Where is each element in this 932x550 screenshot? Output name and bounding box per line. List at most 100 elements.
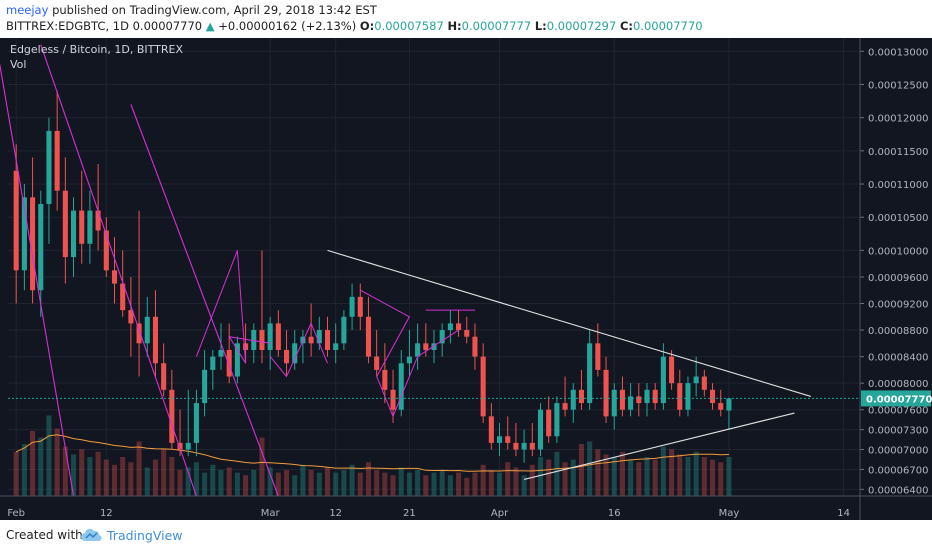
candle-body[interactable]: [718, 403, 724, 410]
candle-body[interactable]: [275, 323, 281, 350]
candle-body[interactable]: [95, 210, 101, 231]
candle-body[interactable]: [398, 363, 404, 410]
candle-body[interactable]: [152, 316, 159, 364]
candle-body[interactable]: [603, 369, 609, 417]
candle-body[interactable]: [480, 356, 486, 417]
candle-body[interactable]: [62, 190, 68, 258]
candle-body[interactable]: [578, 389, 585, 404]
white-trendline[interactable]: [523, 412, 795, 480]
candle-body[interactable]: [390, 389, 396, 410]
candle-body[interactable]: [677, 383, 683, 410]
candle-body[interactable]: [415, 343, 421, 357]
candle-body[interactable]: [87, 210, 93, 244]
candle-body[interactable]: [488, 416, 494, 443]
candle-body[interactable]: [316, 330, 322, 344]
magenta-trendline[interactable]: [0, 64, 75, 497]
candle-body[interactable]: [693, 376, 699, 384]
candle-body[interactable]: [636, 396, 642, 404]
candle-body[interactable]: [349, 296, 355, 317]
candle-body[interactable]: [726, 398, 732, 411]
candle-body[interactable]: [406, 356, 412, 364]
candle-body[interactable]: [464, 330, 470, 337]
candle-body[interactable]: [30, 197, 36, 291]
candle-body[interactable]: [234, 343, 240, 377]
candle-body[interactable]: [554, 403, 560, 437]
candle-body[interactable]: [562, 403, 568, 410]
candle-body[interactable]: [365, 316, 372, 357]
magenta-trendline[interactable]: [40, 44, 197, 497]
candle-body[interactable]: [546, 409, 552, 437]
candle-body[interactable]: [341, 316, 347, 344]
white-trendline[interactable]: [327, 249, 812, 397]
candle-body[interactable]: [644, 389, 650, 404]
candle-body[interactable]: [652, 389, 658, 404]
volume-bar: [660, 446, 666, 496]
pattern-drawing[interactable]: [269, 322, 328, 378]
candle-body[interactable]: [374, 356, 380, 370]
candle-body[interactable]: [243, 343, 249, 350]
author-link[interactable]: meejay: [6, 3, 49, 17]
candle-body[interactable]: [709, 389, 716, 404]
candle-body[interactable]: [423, 343, 429, 350]
candle-body[interactable]: [111, 270, 118, 284]
candle-body[interactable]: [472, 336, 478, 357]
candle-body[interactable]: [447, 323, 453, 331]
candle-body[interactable]: [70, 210, 77, 258]
candle-body[interactable]: [701, 376, 707, 390]
pattern-drawing[interactable]: [360, 289, 459, 418]
candle-body[interactable]: [324, 330, 331, 350]
candle-body[interactable]: [54, 130, 60, 191]
candle-body[interactable]: [177, 442, 183, 450]
candle-body[interactable]: [619, 389, 625, 410]
candle-body[interactable]: [13, 170, 19, 271]
candle-body[interactable]: [226, 349, 232, 377]
candle-body[interactable]: [267, 323, 273, 350]
candle-body[interactable]: [128, 310, 134, 324]
candle-body[interactable]: [587, 343, 593, 404]
candle-body[interactable]: [439, 330, 445, 344]
candle-body[interactable]: [308, 336, 314, 344]
candle-body[interactable]: [120, 283, 126, 311]
candle-body[interactable]: [136, 323, 142, 344]
candle-body[interactable]: [521, 442, 527, 450]
tradingview-brand[interactable]: TradingView: [80, 525, 183, 545]
candle-body[interactable]: [38, 203, 44, 291]
candle-body[interactable]: [144, 316, 150, 344]
candle-body[interactable]: [21, 197, 27, 271]
candle-body[interactable]: [431, 343, 437, 350]
candle-body[interactable]: [357, 296, 363, 317]
candle-body[interactable]: [218, 349, 224, 357]
candle-body[interactable]: [292, 343, 298, 364]
candle-body[interactable]: [669, 356, 675, 384]
candle-body[interactable]: [79, 210, 85, 244]
candle-body[interactable]: [529, 442, 535, 450]
candle-body[interactable]: [570, 389, 576, 410]
candle-body[interactable]: [169, 389, 175, 443]
candle-body[interactable]: [103, 230, 109, 271]
magenta-trendline[interactable]: [130, 104, 279, 497]
candle-body[interactable]: [210, 356, 216, 370]
candle-body[interactable]: [185, 442, 191, 450]
candle-body[interactable]: [537, 409, 544, 450]
candle-body[interactable]: [202, 369, 208, 404]
chart-area[interactable]: 0.00013000 0.00012500 0.00012000 0.00011500…: [0, 38, 932, 520]
candle-body[interactable]: [382, 369, 388, 390]
candle-body[interactable]: [259, 330, 265, 350]
candle-body[interactable]: [628, 396, 634, 410]
candle-body[interactable]: [513, 442, 519, 450]
candle-body[interactable]: [496, 436, 503, 443]
candle-body[interactable]: [595, 343, 601, 370]
candle-body[interactable]: [46, 130, 52, 204]
candle-body[interactable]: [283, 349, 290, 364]
pattern-drawing[interactable]: [195, 250, 271, 364]
candle-body[interactable]: [660, 356, 666, 404]
candle-body[interactable]: [505, 436, 511, 443]
candlestick-chart[interactable]: 0.00013000 0.00012500 0.00012000 0.00011500…: [0, 38, 932, 520]
candle-body[interactable]: [685, 383, 691, 410]
candle-body[interactable]: [161, 363, 167, 390]
candle-body[interactable]: [456, 323, 462, 331]
candle-body[interactable]: [251, 330, 257, 350]
candle-body[interactable]: [193, 403, 199, 443]
candle-body[interactable]: [611, 389, 617, 417]
candle-body[interactable]: [333, 343, 339, 350]
